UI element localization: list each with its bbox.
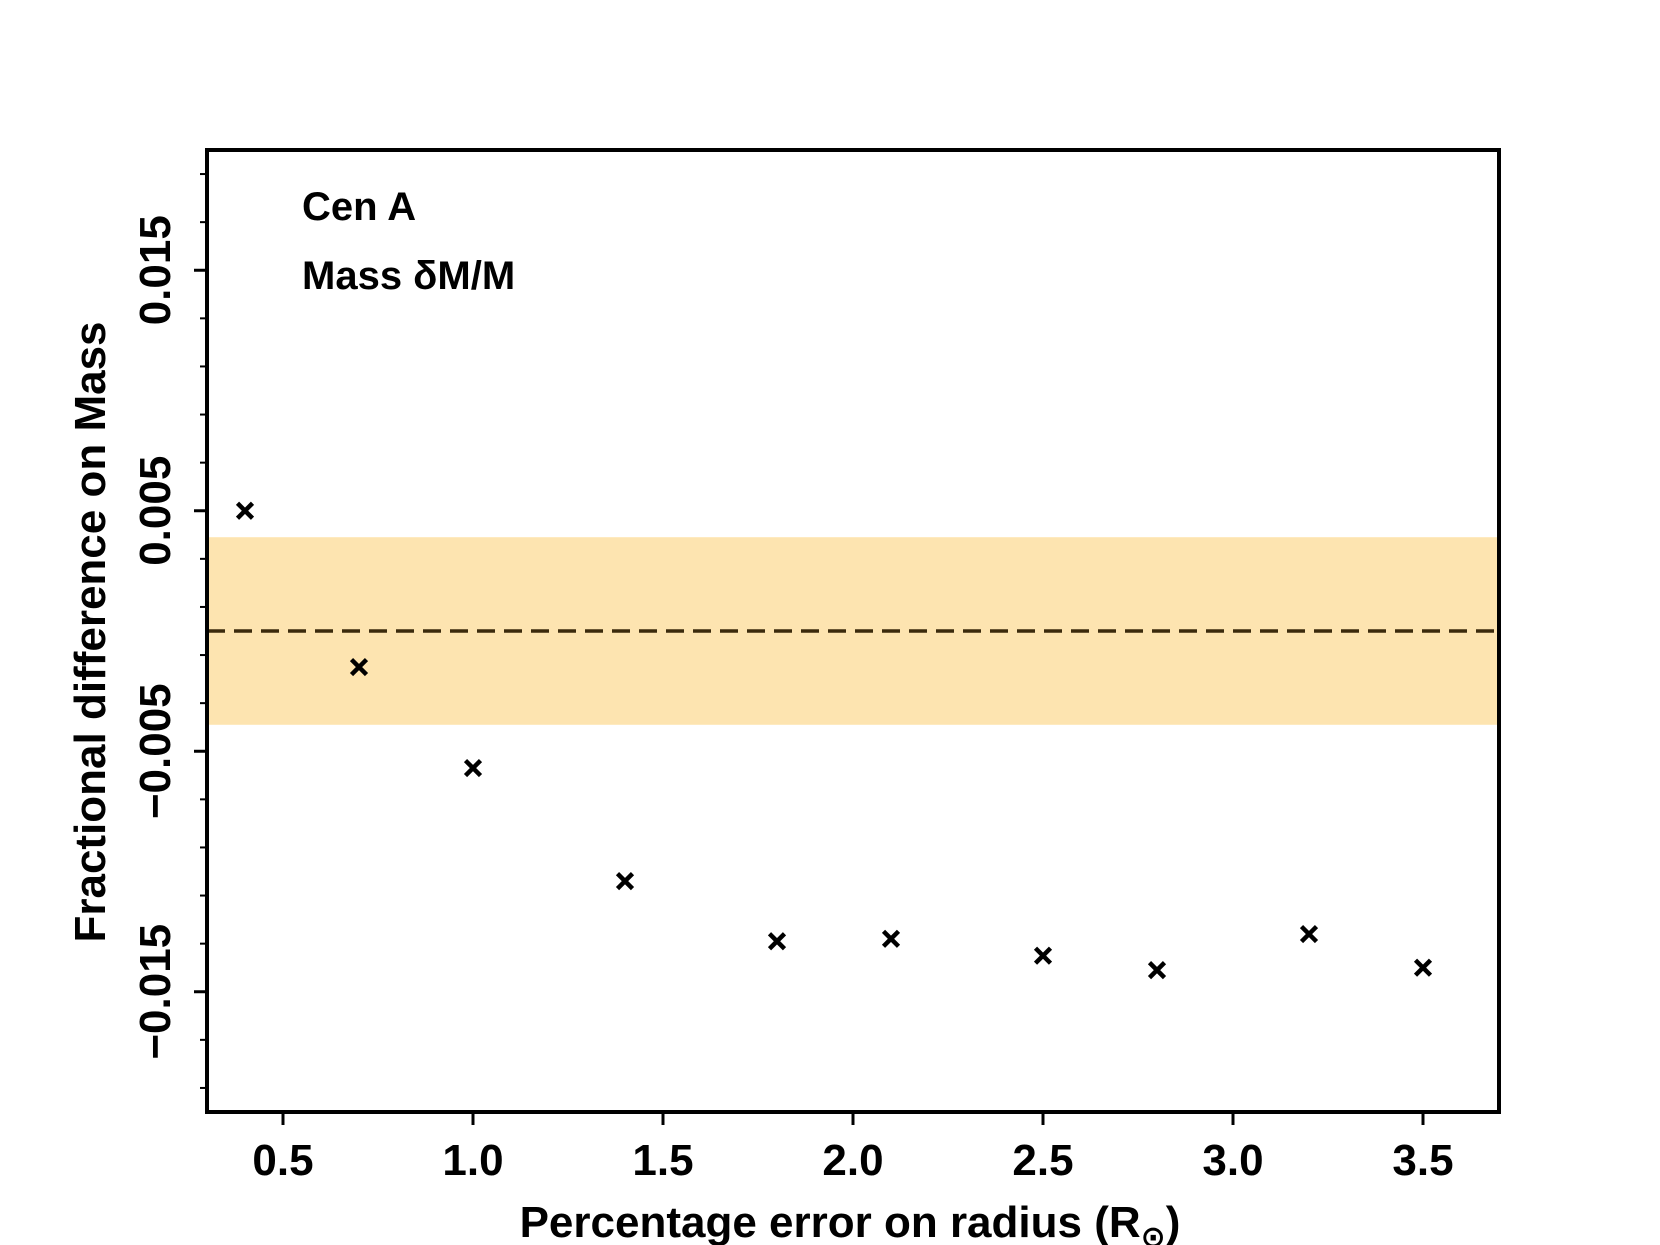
- data-point: [767, 932, 787, 951]
- data-point: [1033, 946, 1053, 965]
- annotation-cen-a: Cen A: [302, 185, 416, 229]
- data-points-layer: [235, 501, 1433, 980]
- data-point: [463, 758, 483, 778]
- y-tick-label: −0.005: [131, 683, 180, 819]
- sun-symbol: ⊙: [1141, 1221, 1166, 1245]
- x-tick-label: 2.5: [1012, 1136, 1073, 1185]
- x-tick-label: 1.0: [442, 1136, 503, 1185]
- data-point: [349, 657, 369, 677]
- x-tick-label: 1.5: [632, 1136, 693, 1185]
- y-tick-label: 0.015: [131, 215, 180, 325]
- y-axis-label: Fractional difference on Mass: [66, 321, 115, 942]
- data-point: [1413, 958, 1433, 977]
- data-point: [1299, 924, 1319, 944]
- data-point: [881, 929, 901, 948]
- y-tick-label: 0.005: [131, 456, 180, 566]
- data-point: [1147, 961, 1167, 980]
- x-tick-label: 0.5: [252, 1136, 313, 1185]
- x-tick-label: 3.0: [1202, 1136, 1263, 1185]
- x-tick-label: 3.5: [1392, 1136, 1453, 1185]
- x-tick-label: 2.0: [822, 1136, 883, 1185]
- confidence-band-layer: [207, 537, 1499, 725]
- data-point: [615, 872, 635, 891]
- x-axis-label: Percentage error on radius (R⊙): [520, 1198, 1181, 1245]
- confidence-band: [207, 537, 1499, 725]
- data-point: [235, 501, 255, 520]
- annotation-mass: Mass δM/M: [302, 254, 515, 298]
- plot-frame: [205, 148, 1501, 1114]
- axis-ticks-layer: 0.5 1.0 1.5 2.0 2.5 3.0 3.5 −0.015 −0.005 0.005 0.…: [131, 173, 1454, 1185]
- y-tick-label: −0.015: [131, 924, 180, 1060]
